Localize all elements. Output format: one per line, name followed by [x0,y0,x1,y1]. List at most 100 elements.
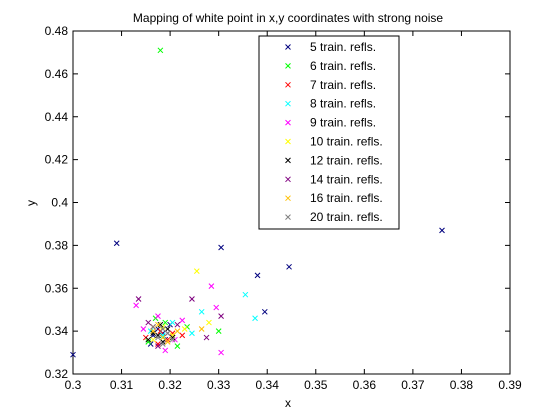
data-point-series-6 [193,268,200,274]
y-axis-label: y [24,200,38,206]
legend-entry: 5 train. refls. [310,40,376,54]
data-point-series-2 [145,338,152,345]
chart-title: Mapping of white point in x,y coordinate… [133,11,443,25]
data-point-series-7 [155,332,161,339]
legend-marker [285,157,291,164]
data-point-series-9 [198,326,205,332]
y-tick-label: 0.44 [45,110,69,124]
legend-entry: 8 train. refls. [310,97,376,111]
data-point-series-7 [157,321,164,328]
y-tick-label: 0.48 [45,24,69,38]
y-tick-label: 0.38 [45,238,69,252]
y-tick-label: 0.42 [45,153,69,167]
legend-marker [285,100,291,107]
data-point-series-10 [155,334,161,341]
legend: 5 train. refls. 6 train. refls. 7 train. r… [258,35,400,230]
x-tick-label: 0.35 [304,378,328,392]
data-point-series-5 [208,283,215,289]
legend-marker [285,138,291,145]
data-point-series-2 [215,328,222,334]
x-tick-label: 0.33 [207,378,231,392]
data-point-series-7 [145,336,152,343]
data-point-series-4 [198,308,205,315]
x-tick-label: 0.31 [110,378,134,392]
x-tick-label: 0.39 [498,378,522,392]
y-tick-label: 0.46 [45,67,69,81]
data-point-series-2 [174,343,181,349]
legend-entry: 10 train. refls. [310,135,383,149]
data-point-series-3 [164,336,171,343]
data-point-series-10 [164,330,171,337]
data-point-series-6 [181,326,188,332]
data-point-series-9 [164,338,171,345]
data-point-series-4 [242,291,249,298]
y-tick-label: 0.34 [45,324,69,338]
data-point-series-5 [155,313,161,319]
data-point-series-5 [140,326,147,332]
data-point-series-7 [150,330,156,337]
legend-entry: 20 train. refls. [310,210,383,224]
data-point-series-8 [174,321,181,328]
x-tick-label: 0.3 [65,378,82,392]
y-tick-label: 0.4 [51,196,68,210]
data-point-series-1 [261,308,268,315]
legend-entry: 9 train. refls. [310,116,376,130]
y-axis: 0.32 0.34 0.36 0.38 0.4 0.42 0.44 0.46 0.48 [45,24,510,381]
y-tick-label: 0.32 [45,367,69,381]
data-point-series-10 [150,323,156,330]
data-point-series-10 [159,341,166,347]
legend-marker [285,214,291,220]
data-point-series-7 [159,338,166,345]
data-point-series-1 [286,263,292,270]
data-point-series-1 [150,332,156,339]
data-point-series-3 [169,330,176,337]
x-tick-label: 0.34 [256,378,280,392]
data-point-series-8 [203,334,210,341]
data-point-series-5 [133,302,139,309]
data-point-series-7 [164,326,171,332]
data-point-series-1 [113,240,120,247]
x-axis-label: x [285,396,291,410]
data-point-series-6 [150,336,156,343]
data-point-series-6 [206,319,212,326]
data-point-series-7 [169,334,176,341]
legend-marker [285,63,291,69]
legend-marker [285,119,291,126]
data-point-series-9 [174,328,181,334]
data-points [70,47,445,358]
legend-marker [285,176,291,183]
data-point-series-4 [159,332,166,339]
data-point-series-5 [179,317,186,324]
y-tick-label: 0.36 [45,281,69,295]
data-point-series-8 [155,343,161,349]
data-point-series-1 [254,272,261,279]
data-point-series-8 [189,296,195,302]
data-point-series-5 [213,304,220,311]
legend-entry: 14 train. refls. [310,172,383,186]
data-point-series-2 [162,319,169,326]
legend-entry: 16 train. refls. [310,191,383,205]
data-point-series-5 [162,347,169,354]
data-point-series-9 [155,321,161,328]
data-point-series-5 [218,349,224,356]
x-tick-label: 0.36 [353,378,377,392]
legend-marker [285,195,291,202]
legend-marker [285,81,291,88]
data-point-series-4 [189,330,195,337]
data-point-series-2 [157,47,164,54]
legend-marker [285,44,291,50]
x-tick-label: 0.37 [401,378,425,392]
legend-entry: 7 train. refls. [310,78,376,92]
x-axis: 0.3 0.31 0.32 0.33 0.34 0.35 0.36 0.37 0.38 0.39 [65,31,522,392]
data-point-series-3 [179,332,186,339]
data-point-series-9 [159,334,166,341]
data-point-series-8 [145,319,152,326]
data-point-series-3 [155,341,161,347]
data-point-series-10 [169,336,176,343]
data-point-series-9 [150,328,156,334]
data-point-series-4 [252,315,258,322]
x-tick-label: 0.38 [450,378,474,392]
data-point-series-8 [218,313,224,319]
data-point-series-8 [135,296,142,302]
